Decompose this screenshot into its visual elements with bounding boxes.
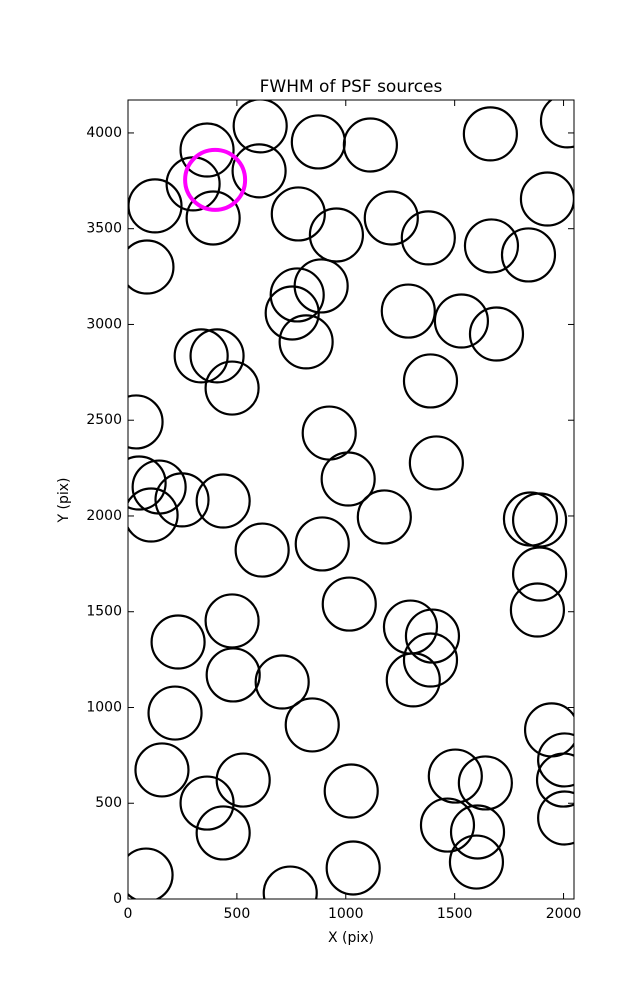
source-circle [511, 546, 568, 602]
source-circle [205, 647, 261, 703]
source-circle [325, 840, 381, 896]
source-circle [195, 473, 251, 529]
source-circle [382, 599, 439, 655]
source-circle [128, 487, 179, 543]
source-circle [537, 732, 574, 788]
source-circle [185, 190, 241, 246]
source-circle [535, 752, 574, 808]
source-circle [523, 702, 574, 758]
x-tick-label: 500 [224, 906, 251, 922]
y-tick-label: 500 [95, 795, 122, 811]
source-circle [173, 328, 229, 384]
source-circle [254, 654, 310, 710]
source-circle [502, 491, 559, 547]
source-circle [128, 455, 167, 511]
source-circle [147, 685, 203, 741]
x-tick-label: 2000 [546, 906, 582, 922]
y-tick-label: 1500 [86, 604, 122, 620]
y-tick-label: 4000 [86, 125, 122, 141]
y-tick-label: 1000 [86, 699, 122, 715]
source-circle [342, 117, 398, 173]
source-circle [519, 171, 574, 227]
source-circle [195, 805, 251, 861]
source-circle [179, 775, 235, 831]
source-circle [463, 218, 520, 274]
x-tick-label: 0 [124, 906, 133, 922]
source-circle [408, 435, 464, 491]
source-circle [308, 207, 365, 263]
source-circle [323, 763, 379, 819]
source-circle [402, 353, 459, 409]
source-circle [204, 593, 260, 649]
source-circle [269, 267, 325, 323]
source-circle [363, 190, 419, 246]
source-circle [128, 847, 174, 899]
source-circle [402, 632, 459, 688]
source-circle [462, 106, 518, 162]
source-circle [284, 697, 340, 753]
source-circle [264, 285, 320, 341]
highlight-circle [183, 147, 248, 212]
source-circle [189, 328, 245, 384]
source-circle [270, 186, 326, 242]
source-circle [232, 100, 288, 154]
source-circle [356, 489, 412, 545]
y-tick-label: 2000 [86, 508, 122, 524]
source-circle [468, 306, 525, 362]
source-circle [128, 239, 175, 295]
source-circle [179, 122, 235, 178]
y-axis-label: Y (pix) [56, 478, 72, 524]
source-circle [215, 752, 271, 808]
source-circle [448, 834, 505, 890]
y-tick-label: 3500 [86, 221, 122, 237]
source-circle [290, 114, 346, 170]
source-circle [500, 227, 557, 283]
source-circle [511, 492, 568, 548]
source-circle [449, 804, 506, 860]
source-circle [262, 865, 318, 899]
source-circle [134, 742, 190, 798]
source-circle [404, 608, 461, 664]
source-circle [539, 100, 574, 149]
chart-title: FWHM of PSF sources [260, 77, 443, 97]
source-circle [385, 652, 441, 708]
source-circle [537, 790, 574, 846]
source-circle [380, 283, 436, 339]
source-circle [128, 178, 183, 234]
source-circle [154, 472, 210, 528]
source-circle [294, 516, 350, 572]
source-circle [321, 576, 377, 632]
source-circle [128, 394, 164, 450]
source-circle [278, 314, 334, 370]
x-axis-label: X (pix) [328, 930, 374, 946]
source-circle [400, 210, 456, 266]
x-tick-label: 1000 [328, 906, 364, 922]
y-tick-label: 0 [113, 891, 122, 907]
plot-frame [127, 99, 575, 900]
source-circle [427, 748, 483, 804]
y-tick-label: 3000 [86, 316, 122, 332]
source-circle [509, 582, 566, 638]
source-circle [419, 797, 476, 853]
source-circle [320, 451, 376, 507]
y-tick-label: 2500 [86, 412, 122, 428]
source-circle [204, 360, 260, 416]
source-circle [433, 293, 490, 349]
source-circle [150, 614, 206, 670]
source-circle [231, 143, 287, 199]
x-tick-label: 1500 [437, 906, 473, 922]
plot-area [128, 100, 574, 899]
source-circle [457, 755, 513, 811]
source-circle [234, 522, 290, 578]
